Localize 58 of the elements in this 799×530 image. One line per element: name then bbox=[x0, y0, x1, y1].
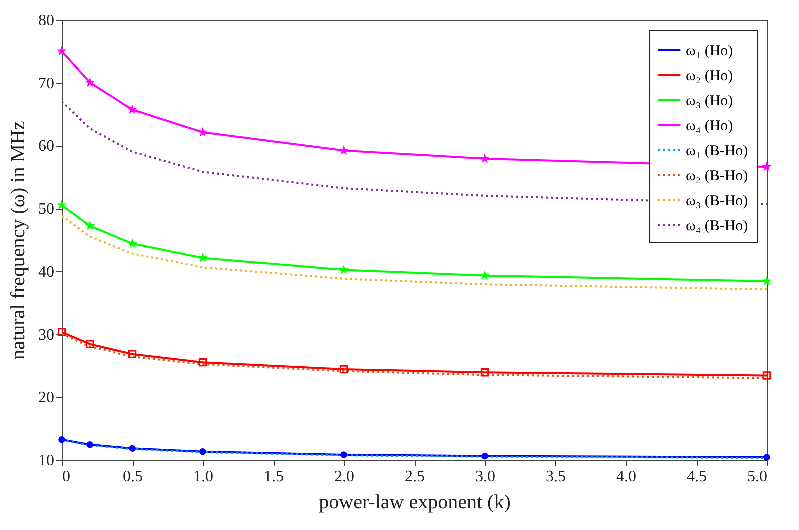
point bbox=[198, 127, 208, 137]
point bbox=[129, 445, 136, 452]
x-tick-label: 3.5 bbox=[546, 468, 566, 486]
point bbox=[340, 365, 348, 374]
legend-label: ω₂ (B-Ho) bbox=[686, 168, 748, 184]
x-tick-label: 1.5 bbox=[264, 468, 284, 486]
point bbox=[58, 436, 66, 444]
legend-label: ω₄ (Ho) bbox=[686, 118, 734, 134]
point bbox=[198, 252, 208, 262]
point bbox=[85, 220, 96, 230]
x-tick-label: 0 bbox=[62, 468, 70, 486]
point bbox=[198, 358, 208, 367]
point bbox=[57, 46, 67, 56]
legend-label: ω₄ (B-Ho) bbox=[686, 218, 748, 234]
y-tick-label: 80 bbox=[38, 12, 54, 30]
y-tick-label: 20 bbox=[38, 390, 54, 407]
x-tick-label: 0.5 bbox=[123, 468, 143, 486]
point bbox=[58, 328, 66, 337]
x-axis-title: power-law exponent (k) bbox=[319, 492, 511, 514]
x-tick-label: 4.0 bbox=[616, 468, 636, 486]
point bbox=[339, 264, 349, 274]
legend-label: ω₂ (Ho) bbox=[686, 68, 734, 84]
x-tick-label: 4.5 bbox=[687, 468, 707, 486]
point bbox=[482, 452, 488, 460]
legend-label: ω₃ (Ho) bbox=[686, 94, 734, 110]
legend-label: ω₁ (Ho) bbox=[686, 44, 734, 60]
point bbox=[480, 368, 490, 377]
point bbox=[200, 448, 206, 456]
x-tick-label: 3.0 bbox=[476, 468, 496, 486]
point bbox=[762, 276, 772, 286]
point bbox=[764, 454, 770, 461]
point bbox=[86, 340, 94, 348]
point bbox=[128, 350, 137, 359]
point bbox=[57, 200, 67, 210]
x-tick-label: 5.0 bbox=[748, 468, 768, 486]
point bbox=[480, 270, 490, 280]
line-series bbox=[62, 215, 767, 291]
point bbox=[85, 78, 96, 88]
point bbox=[128, 238, 138, 248]
point bbox=[762, 162, 772, 172]
x-tick-label: 2.5 bbox=[405, 468, 425, 486]
point bbox=[339, 146, 349, 155]
x-tick-label: 1.0 bbox=[194, 468, 214, 486]
y-tick-label: 70 bbox=[38, 75, 54, 92]
y-tick-label: 10 bbox=[38, 452, 54, 470]
y-axis-title: natural frequency (ω) in MHz bbox=[8, 121, 30, 360]
point bbox=[128, 104, 138, 114]
y-tick-label: 30 bbox=[38, 326, 54, 344]
y-tick-label: 60 bbox=[38, 138, 54, 156]
y-tick-label: 40 bbox=[38, 264, 54, 281]
point bbox=[86, 442, 94, 448]
point bbox=[762, 372, 772, 380]
legend-label: ω₃ (B-Ho) bbox=[686, 194, 748, 210]
x-tick-label: 2.0 bbox=[334, 468, 354, 486]
y-tick-label: 50 bbox=[38, 201, 54, 218]
legend-label: ω₁ (B-Ho) bbox=[686, 144, 748, 160]
point bbox=[480, 154, 490, 164]
point bbox=[340, 452, 348, 458]
